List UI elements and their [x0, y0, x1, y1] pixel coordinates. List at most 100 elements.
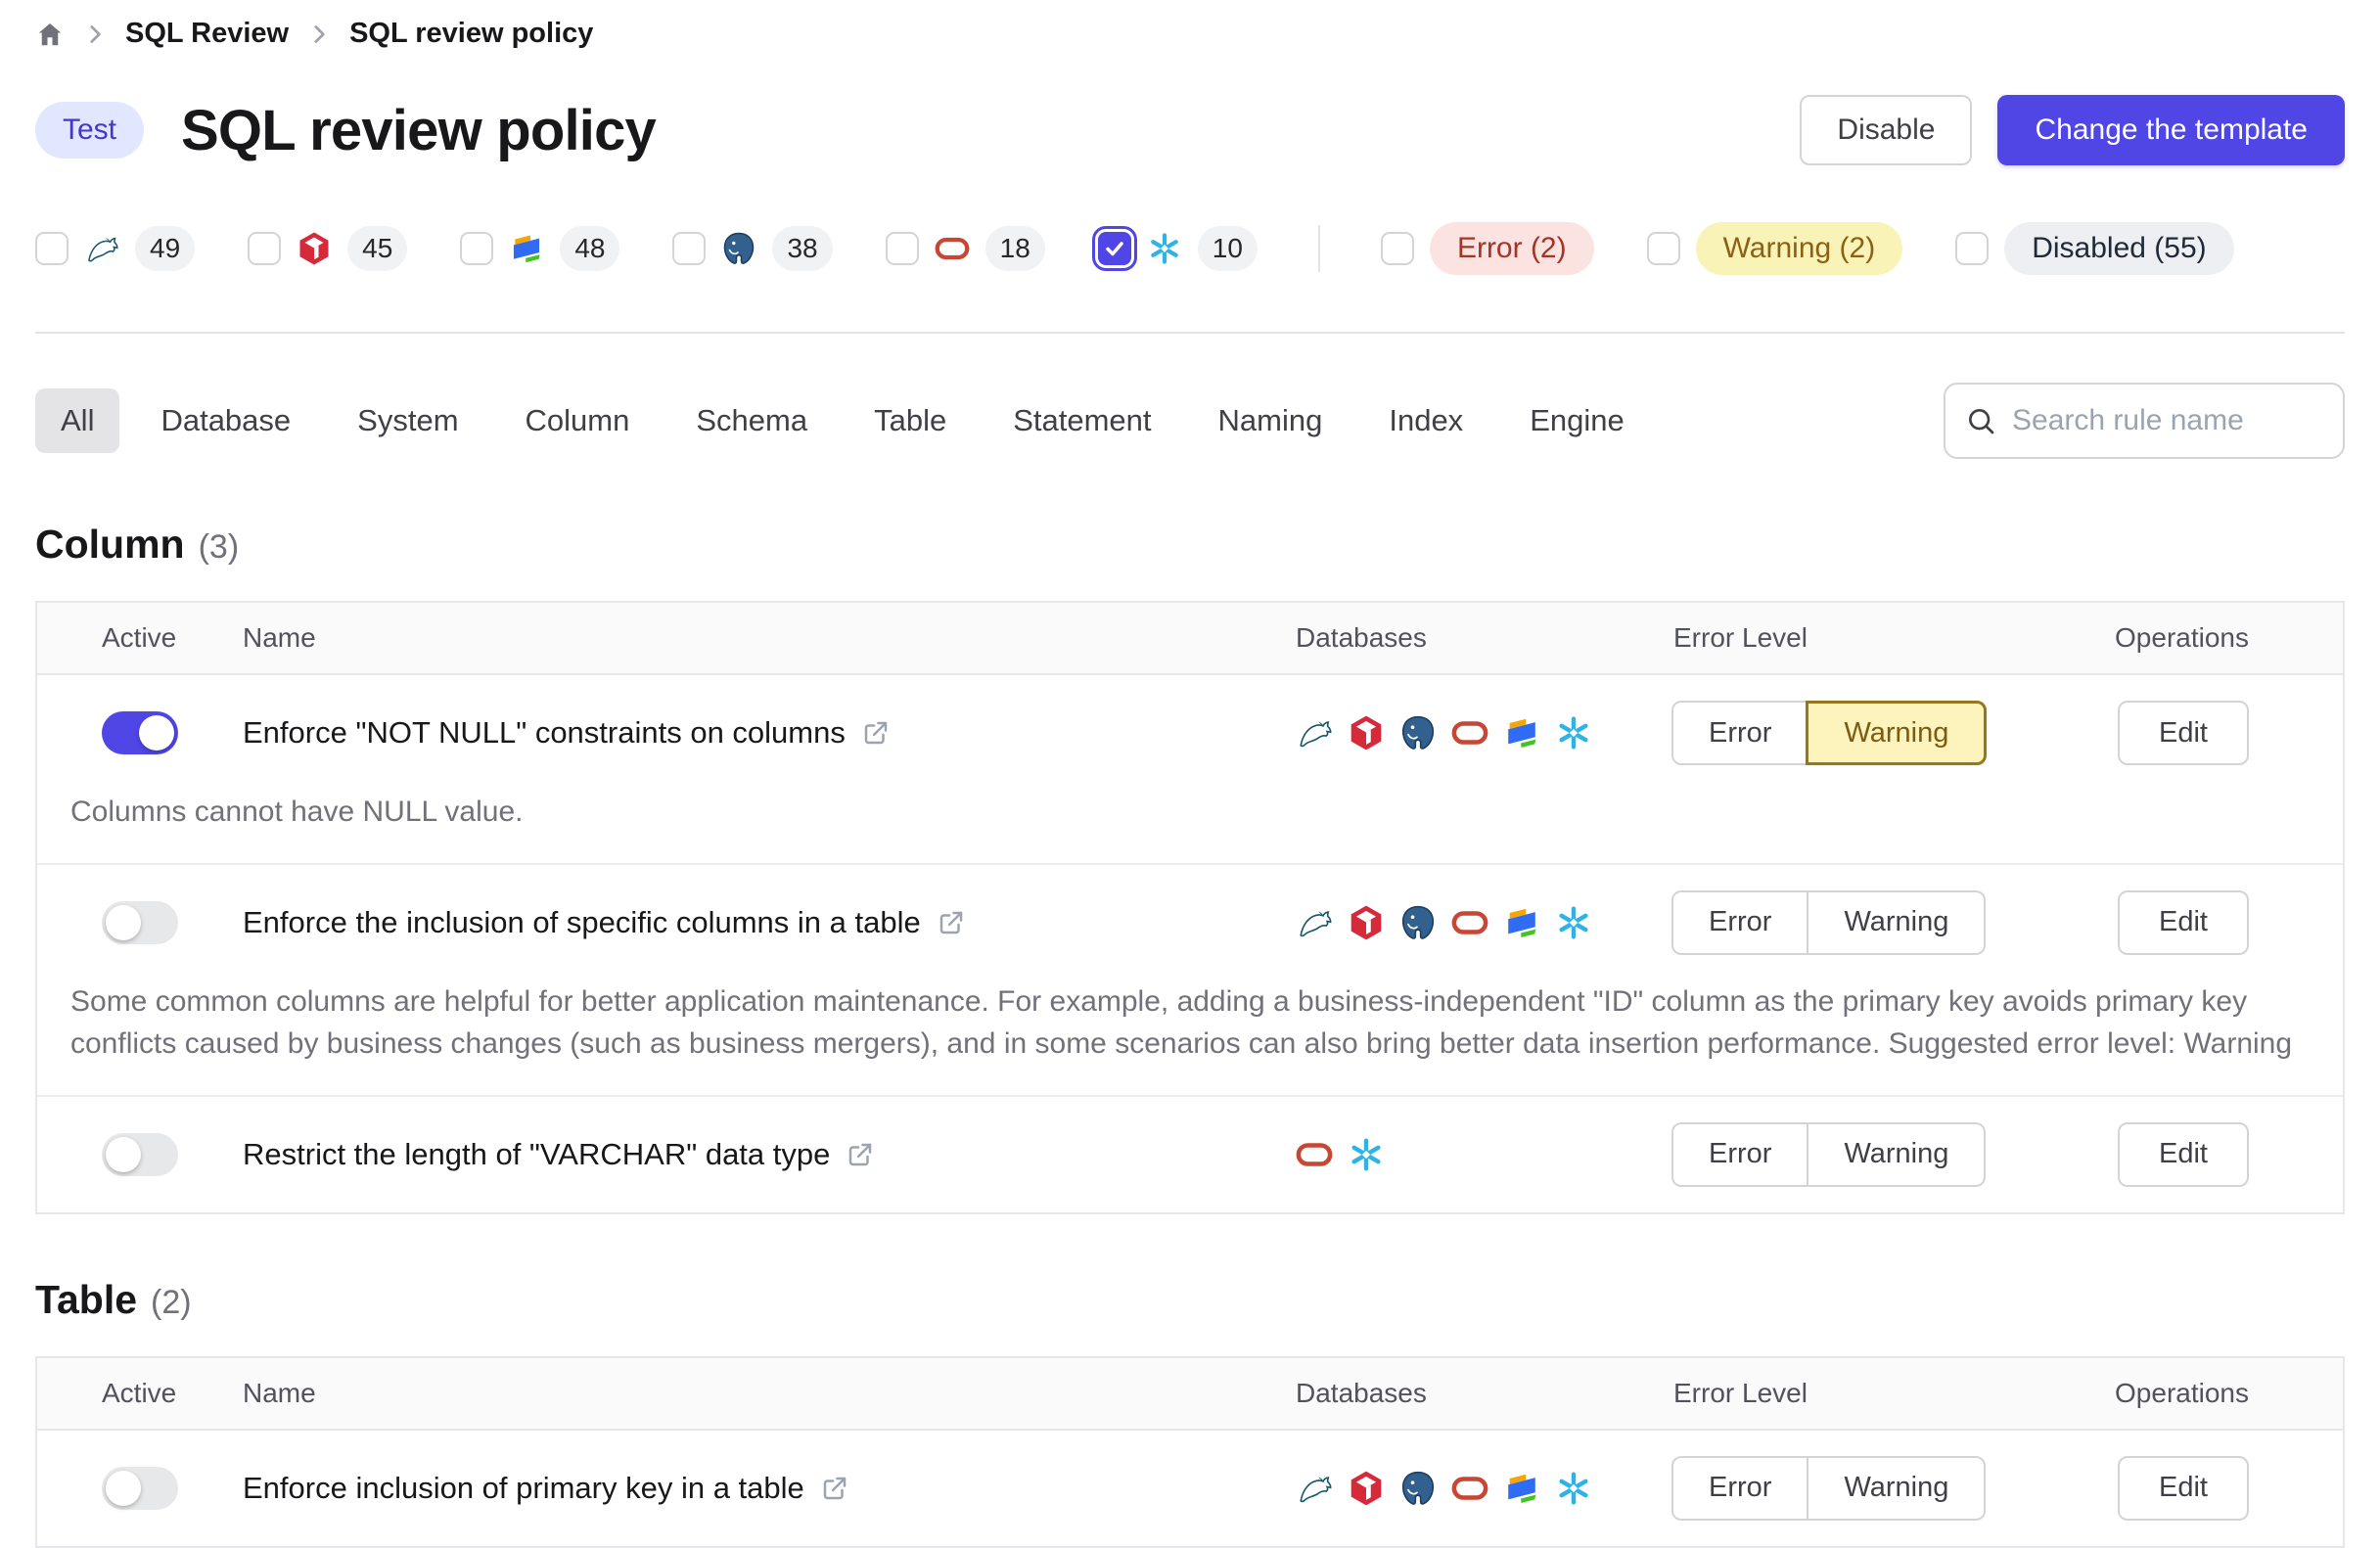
tabs-row: All Database System Column Schema Table Statem…: [35, 383, 2345, 459]
breadcrumb-sql-review[interactable]: SQL Review: [125, 18, 290, 49]
error-level-toggle-group: Error Warning: [1668, 701, 1988, 765]
error-level-warning-button[interactable]: Warning: [1808, 1455, 1987, 1521]
change-template-button[interactable]: Change the template: [1997, 95, 2345, 165]
error-level-cell: Error Warning: [1668, 1455, 2098, 1521]
column-header-operations: Operations: [2115, 1377, 2249, 1408]
active-cell: [37, 711, 243, 754]
table-header-row: Active Name Databases Error Level Operations: [37, 603, 2343, 675]
column-header-active: Active: [102, 1377, 177, 1408]
error-level-error-button[interactable]: Error: [1671, 701, 1808, 765]
filter-engine-tidb[interactable]: 45: [248, 226, 408, 271]
search-icon: [1965, 405, 1996, 436]
search-box: [1944, 383, 2345, 459]
filter-separator: [1317, 225, 1320, 272]
filter-engine-postgres[interactable]: 38: [672, 226, 833, 271]
oracle-icon: [1451, 714, 1488, 751]
oracle-icon: [1296, 1136, 1333, 1173]
external-link-icon[interactable]: [846, 1140, 875, 1169]
postgres-icon: [1399, 714, 1437, 751]
error-level-error-button[interactable]: Error: [1671, 889, 1808, 955]
rule-main-row: Enforce the inclusion of specific column…: [37, 865, 2343, 980]
tab-schema[interactable]: Schema: [696, 403, 808, 437]
tab-table[interactable]: Table: [874, 403, 947, 437]
engine-count-badge: 38: [772, 226, 833, 271]
table-header-row: Active Name Databases Error Level Operations: [37, 1357, 2343, 1431]
error-level-cell: Error Warning: [1668, 889, 2098, 955]
checkbox-oceanbase[interactable]: [460, 232, 494, 265]
rule-main-row: Enforce "NOT NULL" constraints on column…: [37, 675, 2343, 791]
tab-column[interactable]: Column: [525, 403, 630, 437]
active-toggle[interactable]: [102, 711, 178, 754]
error-level-toggle-group: Error Warning: [1668, 1121, 1987, 1187]
column-header-name: Name: [243, 1377, 316, 1408]
snowflake-icon: [1555, 904, 1592, 941]
edit-button[interactable]: Edit: [2118, 1455, 2249, 1521]
external-link-icon[interactable]: [861, 718, 891, 748]
header-actions: Disable Change the template: [1800, 95, 2345, 165]
checkbox-error[interactable]: [1380, 232, 1414, 265]
tab-index[interactable]: Index: [1389, 403, 1464, 437]
rule-sections: Column (3) Active Name Databases Error Level O…: [35, 522, 2345, 1548]
toggle-knob: [106, 904, 141, 940]
filter-engine-mysql[interactable]: 49: [35, 226, 196, 271]
databases-cell: [1257, 1136, 1668, 1173]
databases-cell: [1257, 714, 1668, 751]
checkbox-warning[interactable]: [1646, 232, 1680, 265]
checkbox-snowflake[interactable]: [1091, 226, 1137, 271]
error-level-warning-button[interactable]: Warning: [1806, 701, 1988, 765]
external-link-icon[interactable]: [937, 908, 966, 937]
checkbox-disabled[interactable]: [1955, 232, 1990, 265]
page-title: SQL review policy: [181, 98, 657, 162]
filter-level-error[interactable]: Error (2): [1380, 222, 1594, 275]
edit-button[interactable]: Edit: [2118, 1121, 2249, 1187]
tab-database[interactable]: Database: [160, 403, 292, 437]
tab-statement[interactable]: Statement: [1013, 403, 1152, 437]
tidb-icon: [297, 231, 332, 266]
filter-level-disabled[interactable]: Disabled (55): [1955, 222, 2234, 275]
checkbox-oracle[interactable]: [885, 232, 919, 265]
snowflake-icon: [1555, 1470, 1592, 1507]
edit-button[interactable]: Edit: [2118, 889, 2249, 955]
mysql-icon: [1296, 1470, 1333, 1507]
checkbox-mysql[interactable]: [35, 232, 69, 265]
error-level-error-button[interactable]: Error: [1671, 1455, 1808, 1521]
oceanbase-icon: [1503, 1470, 1540, 1507]
filter-engine-oracle[interactable]: 18: [885, 226, 1045, 271]
filter-engine-oceanbase[interactable]: 48: [460, 226, 620, 271]
oceanbase-icon: [1503, 714, 1540, 751]
rule-main-row: Enforce inclusion of primary key in a ta…: [37, 1431, 2343, 1546]
operations-cell: Edit: [2098, 701, 2343, 765]
oceanbase-icon: [509, 231, 544, 266]
edit-button[interactable]: Edit: [2118, 701, 2249, 765]
disable-button[interactable]: Disable: [1800, 95, 1973, 165]
active-toggle[interactable]: [102, 1132, 178, 1176]
error-level-warning-button[interactable]: Warning: [1808, 1121, 1987, 1187]
search-input[interactable]: [2010, 403, 2323, 438]
oracle-icon: [935, 231, 970, 266]
tab-engine[interactable]: Engine: [1530, 403, 1625, 437]
column-header-databases: Databases: [1296, 1377, 1427, 1408]
error-pill: Error (2): [1429, 222, 1594, 275]
active-toggle[interactable]: [102, 1466, 178, 1510]
filter-engine-snowflake[interactable]: 10: [1091, 226, 1258, 271]
tidb-icon: [1348, 714, 1385, 751]
filter-level-warning[interactable]: Warning (2): [1646, 222, 1903, 275]
tidb-icon: [1348, 1470, 1385, 1507]
tab-naming[interactable]: Naming: [1217, 403, 1323, 437]
error-level-cell: Error Warning: [1668, 1121, 2098, 1187]
section-title: Column: [35, 522, 185, 567]
section-title: Table: [35, 1276, 138, 1322]
external-link-icon[interactable]: [820, 1474, 849, 1503]
tab-all[interactable]: All: [35, 388, 120, 453]
active-toggle[interactable]: [102, 900, 178, 944]
error-level-warning-button[interactable]: Warning: [1808, 889, 1987, 955]
filter-row: 49 45 48 38 18 10 Error (2) Warning (2) Disable…: [35, 222, 2345, 275]
checkbox-tidb[interactable]: [248, 232, 282, 265]
checkbox-postgres[interactable]: [672, 232, 707, 265]
error-level-error-button[interactable]: Error: [1671, 1121, 1808, 1187]
tab-system[interactable]: System: [357, 403, 459, 437]
mysql-icon: [1296, 904, 1333, 941]
chevron-right-icon: [306, 22, 332, 47]
page-header: Test SQL review policy Disable Change th…: [35, 95, 2345, 165]
home-icon[interactable]: [35, 20, 65, 49]
